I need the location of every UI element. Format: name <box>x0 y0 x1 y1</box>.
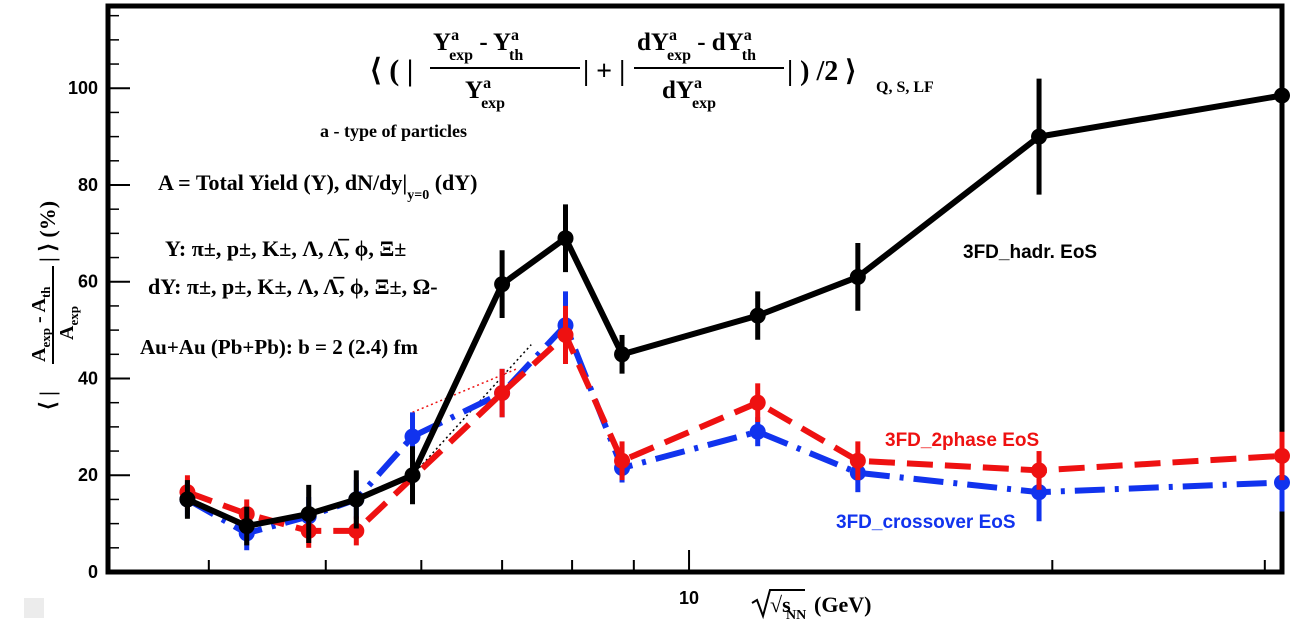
plot-frame <box>105 3 1285 575</box>
formula-subscript: Q, S, LF <box>876 79 934 96</box>
data-point <box>749 394 766 411</box>
data-point <box>1031 128 1048 145</box>
series-line <box>185 322 1283 537</box>
annotation-y-list: Y: π±, p±, K±, Λ, Λ̅, ϕ, Ξ± <box>165 236 406 261</box>
x-axis-tick-labels: 10 <box>679 588 699 608</box>
y-tick-label: 40 <box>78 368 98 388</box>
axis-ticks <box>108 14 1266 573</box>
data-point <box>614 452 631 469</box>
data-point <box>614 346 631 363</box>
series-layer <box>179 42 1290 551</box>
dotted-guide-red <box>412 368 518 414</box>
data-point <box>404 467 421 484</box>
formula-f1-denominator: Ya exp <box>465 75 505 112</box>
series-label-crossover: 3FD_crossover EoS <box>836 512 1016 533</box>
data-point <box>849 268 866 285</box>
y-tick-label: 80 <box>78 175 98 195</box>
formula-close: | ) /2 ⟩ <box>787 56 856 87</box>
formula-f2-denominator: dYa exp <box>662 75 716 112</box>
data-point <box>749 307 766 324</box>
svg-text:√s: √s <box>770 592 791 617</box>
y-tick-label: 20 <box>78 465 98 485</box>
series-0 <box>179 42 1290 546</box>
formula-open: ⟨ ( | <box>370 54 413 87</box>
data-point <box>849 452 866 469</box>
data-point <box>749 423 766 440</box>
annotation-dy-list: dY: π±, p±, K±, Λ, Λ̅, ϕ, Ξ±, Ω- <box>148 274 438 299</box>
y-tick-label: 100 <box>68 78 98 98</box>
y-tick-label: 0 <box>88 562 98 582</box>
x-axis-title: √s NN (GeV) <box>751 589 871 623</box>
annotation-yield-definition: A = Total Yield (Y), dN/dy|y=0 (dY) <box>158 170 478 203</box>
svg-text:(GeV): (GeV) <box>814 592 871 617</box>
series-line <box>186 92 1283 530</box>
svg-text:⟨ |: ⟨ | <box>35 391 60 410</box>
dotted-guide-lines <box>411 344 532 476</box>
data-point <box>300 505 317 522</box>
formula-f1-numerator: Ya exp - Ya th <box>433 27 523 64</box>
y-axis-title: ⟨ | Aexp - Ath Aexp | ⟩ (%) <box>28 201 81 410</box>
svg-text:Aexp: Aexp <box>56 306 81 340</box>
svg-text:| ⟩ (%): | ⟩ (%) <box>35 201 60 262</box>
data-point <box>1031 462 1048 479</box>
data-point <box>494 385 511 402</box>
annotation-types: a - type of particles <box>320 121 467 141</box>
data-point <box>1274 447 1290 464</box>
data-point <box>348 491 365 508</box>
svg-text:Aexp - Ath: Aexp - Ath <box>28 286 53 362</box>
data-point <box>494 276 511 293</box>
series-label-hadr: 3FD_hadr. EoS <box>963 242 1097 263</box>
data-point <box>348 522 365 539</box>
data-point <box>557 230 574 247</box>
data-point <box>1031 484 1048 501</box>
annotation-collision: Au+Au (Pb+Pb): b = 2 (2.4) fm <box>140 335 418 359</box>
data-point <box>238 518 255 535</box>
data-point <box>1274 87 1290 104</box>
data-point <box>404 428 421 445</box>
svg-text:NN: NN <box>786 608 806 623</box>
y-axis-tick-labels: 0 20 40 60 80 100 <box>68 78 98 582</box>
y-tick-label: 60 <box>78 272 98 292</box>
x-tick-label: 10 <box>679 588 699 608</box>
formula-mid: | + | <box>583 56 625 87</box>
series-2 <box>179 291 1290 551</box>
data-point <box>1274 474 1290 491</box>
series-label-2phase: 3FD_2phase EoS <box>885 430 1039 451</box>
formula-f2-numerator: dYa exp - dYa th <box>637 27 756 64</box>
formula: ⟨ ( | Ya exp - Ya th Ya exp | + | dYa exp - … <box>370 27 934 112</box>
data-point <box>557 326 574 343</box>
corner-square <box>24 598 44 618</box>
data-point <box>179 491 196 508</box>
